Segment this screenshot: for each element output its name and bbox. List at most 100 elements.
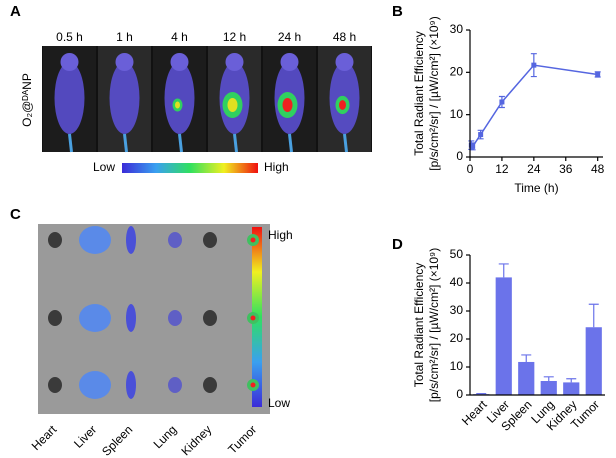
x-tick-label: 0 [467, 162, 474, 176]
error-bar [498, 263, 509, 278]
point [531, 62, 537, 68]
panel-letter: A [10, 3, 21, 20]
x-axis-label: Time (h) [514, 181, 558, 195]
organ [48, 377, 62, 393]
error-bar [543, 376, 554, 381]
error-bar [566, 378, 577, 383]
y-tick-label: 40 [450, 275, 464, 289]
signal-core [175, 101, 180, 109]
organ [250, 382, 256, 388]
x-tick-label: Heart [459, 397, 490, 428]
organ [203, 377, 217, 393]
mouse-head [115, 53, 134, 71]
bar [585, 327, 602, 395]
y-axis-label: Total Radiant Efficiency [412, 31, 426, 156]
y-tick-label: 20 [450, 331, 464, 345]
organ-label: Lung [151, 422, 180, 451]
panel-letter: C [10, 206, 21, 223]
organ [168, 232, 182, 248]
series-line [470, 64, 598, 148]
organ [48, 232, 62, 248]
organ [126, 371, 136, 399]
mouse-tail [123, 133, 128, 153]
mouse-head [225, 53, 244, 71]
y-tick-label: 10 [450, 107, 464, 121]
bar [495, 277, 512, 395]
organ-label: Heart [29, 422, 60, 453]
x-tick-label: 12 [495, 162, 509, 176]
time-label: 48 h [333, 30, 356, 44]
scale-low: Low [93, 160, 115, 174]
mouse [109, 62, 140, 134]
time-label: 0.5 h [56, 30, 83, 44]
y-axis-label: Total Radiant Efficiency [412, 263, 426, 388]
organ-label: Tumor [225, 422, 259, 456]
bar [518, 361, 535, 395]
organ [203, 232, 217, 248]
scale-high: High [268, 228, 293, 242]
mouse-tail [233, 133, 238, 153]
time-label: 1 h [116, 30, 133, 44]
y-axis-label: [p/s/cm²/sr] / [µW/cm²] (×10⁹) [427, 16, 441, 170]
point [470, 143, 476, 149]
y-tick-label: 0 [456, 387, 463, 401]
mouse-head [170, 53, 189, 71]
organ [168, 377, 182, 393]
signal-core [339, 100, 346, 110]
signal-core [282, 98, 293, 112]
scale-low: Low [268, 396, 290, 410]
scale-high: High [264, 160, 289, 174]
mouse-tail [343, 133, 348, 153]
row-label: O₂@ᴰᴬNP [20, 73, 34, 127]
signal-core [227, 98, 238, 112]
time-label: 12 h [223, 30, 246, 44]
organ-image [38, 224, 270, 414]
mouse [164, 62, 195, 134]
point [595, 71, 601, 77]
mouse [54, 62, 85, 134]
organ [126, 304, 136, 332]
time-label: 4 h [171, 30, 188, 44]
panel-letter: D [392, 236, 403, 253]
organ [79, 226, 111, 254]
y-tick-label: 30 [450, 303, 464, 317]
organ [168, 310, 182, 326]
point [478, 132, 484, 138]
mouse-head [335, 53, 354, 71]
y-tick-label: 0 [456, 149, 463, 163]
organ-label: Liver [71, 422, 99, 450]
mouse-tail [288, 133, 293, 153]
bar [540, 381, 557, 395]
y-tick-label: 50 [450, 247, 464, 261]
bar [563, 382, 580, 395]
organ-label: Spleen [99, 422, 135, 458]
error-bar [476, 393, 487, 395]
time-label: 24 h [278, 30, 301, 44]
x-tick-label: 48 [591, 162, 605, 176]
y-tick-label: 10 [450, 359, 464, 373]
mouse-head [280, 53, 299, 71]
x-tick-label: 24 [527, 162, 541, 176]
organ [203, 310, 217, 326]
color-scale [122, 163, 258, 173]
y-axis-label: [p/s/cm²/sr] / [µW/cm²] (×10⁹) [427, 248, 441, 402]
organ-label: Kidney [179, 422, 215, 458]
panel-letter: B [392, 3, 403, 20]
y-tick-label: 30 [450, 22, 464, 36]
y-tick-label: 20 [450, 65, 464, 79]
organ [79, 304, 111, 332]
point [499, 99, 505, 105]
organ [250, 315, 256, 321]
mouse-images [42, 46, 372, 152]
mouse-tail [68, 133, 73, 153]
organ [48, 310, 62, 326]
mouse-head [60, 53, 79, 71]
mouse-tail [178, 133, 183, 153]
organ [126, 226, 136, 254]
organ [79, 371, 111, 399]
organ [250, 237, 256, 243]
error-bar [521, 354, 532, 362]
error-bar [588, 303, 599, 328]
x-tick-label: 36 [559, 162, 573, 176]
